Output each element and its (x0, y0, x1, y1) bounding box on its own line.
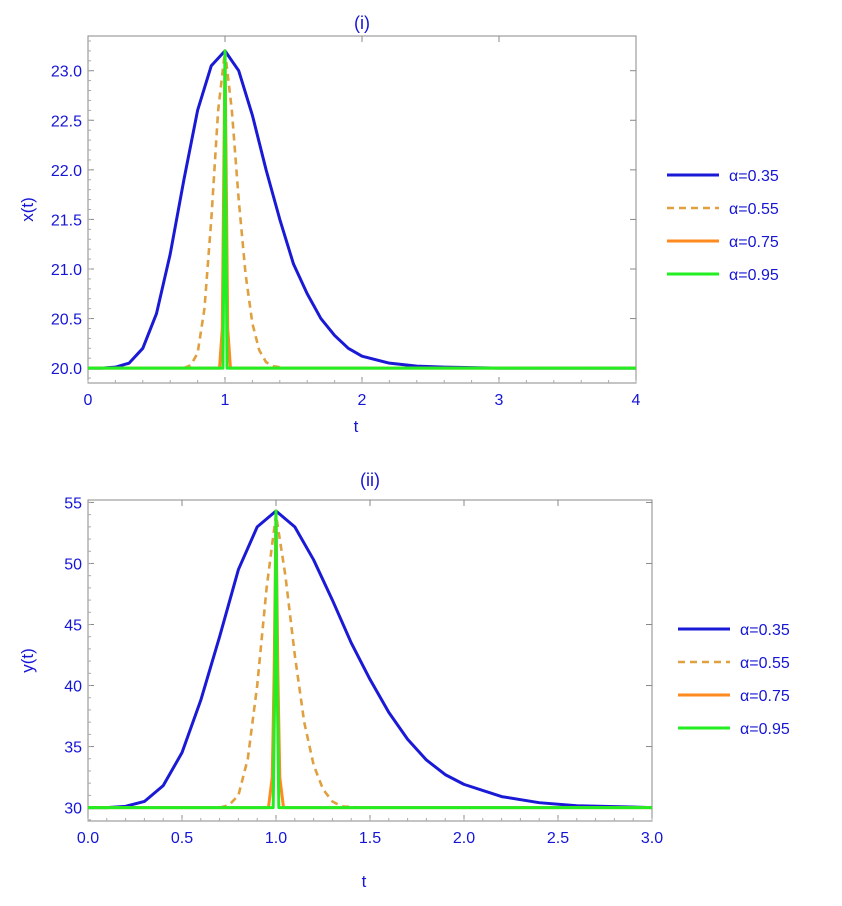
legend-label-3: α=0.75 (740, 688, 790, 705)
x-axis-title: t (362, 872, 367, 891)
x-tick-label: 1.5 (359, 830, 381, 847)
series-line-4 (88, 49, 636, 370)
x-tick-label: 2.0 (453, 830, 475, 847)
legend-label-1: α=0.35 (740, 622, 790, 639)
series-line-1 (88, 49, 636, 370)
y-axis-title: y(t) (18, 648, 37, 673)
series-line-4 (88, 509, 652, 810)
chart-panel-2: 0.0 0.5 1.0 1.5 2.0 2.5 3.0 30 35 40 45 50 55 (ii) t y(… (18, 470, 790, 891)
y-tick-label: 21.0 (51, 262, 82, 279)
legend-label-1: α=0.35 (729, 168, 779, 185)
y-tick-label: 45 (64, 617, 82, 634)
chart-title: (ii) (360, 470, 380, 490)
x-tick-label: 2 (358, 392, 367, 409)
x-tick-label: 4 (632, 392, 641, 409)
x-tick-label: 0.0 (77, 830, 99, 847)
chart-title: (i) (354, 13, 370, 33)
y-tick-label: 40 (64, 679, 82, 696)
x-axis-title: t (354, 417, 359, 436)
y-tick-label: 20.5 (51, 312, 82, 329)
y-tick-label: 22.5 (51, 113, 82, 130)
y-tick-label: 20.0 (51, 361, 82, 378)
plot-frame (87, 35, 637, 384)
y-tick-label: 21.5 (51, 212, 82, 229)
legend-label-3: α=0.75 (729, 234, 779, 251)
y-tick-label: 50 (64, 556, 82, 573)
legend-label-4: α=0.95 (740, 721, 790, 738)
y-tick-label: 55 (64, 495, 82, 512)
x-tick-label: 3 (495, 392, 504, 409)
x-tick-label: 2.5 (547, 830, 569, 847)
legend: α=0.35 α=0.55 α=0.75 α=0.95 (678, 622, 790, 738)
series-line-3 (88, 49, 636, 370)
y-tick-label: 23.0 (51, 64, 82, 81)
legend-label-2: α=0.55 (729, 201, 779, 218)
y-tick-label: 30 (64, 801, 82, 818)
legend-label-4: α=0.95 (729, 267, 779, 284)
series-line-2 (88, 49, 636, 370)
y-axis-title: x(t) (18, 197, 37, 222)
chart-panel-1: 0 1 2 3 4 20.0 20.5 21.0 21.5 22.0 22.5 23.0 (i) t x(t… (18, 13, 779, 436)
legend-label-2: α=0.55 (740, 655, 790, 672)
legend: α=0.35 α=0.55 α=0.75 α=0.95 (667, 168, 779, 284)
x-tick-label: 3.0 (641, 830, 663, 847)
series-line-3 (88, 509, 652, 810)
y-tick-label: 35 (64, 740, 82, 757)
series-line-1 (88, 509, 653, 810)
x-tick-label: 0 (84, 392, 93, 409)
x-tick-label: 1.0 (265, 830, 287, 847)
y-tick-label: 22.0 (51, 163, 82, 180)
x-tick-label: 0.5 (171, 830, 193, 847)
x-tick-label: 1 (221, 392, 230, 409)
series-line-2 (88, 513, 652, 809)
plot-frame (87, 499, 653, 822)
